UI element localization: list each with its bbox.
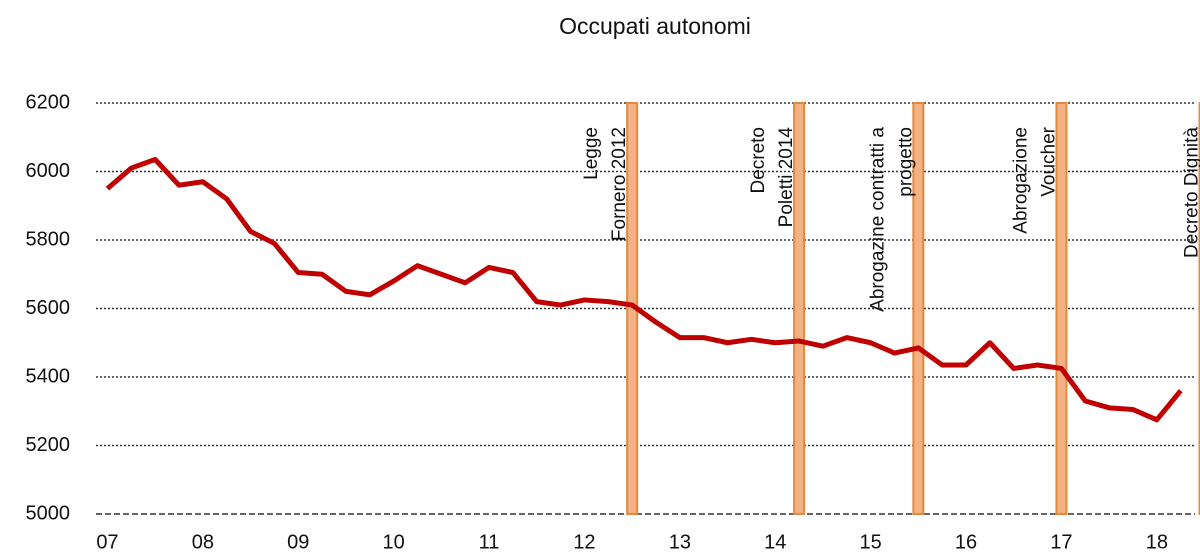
event-line	[793, 102, 806, 515]
event-label: Abrogazione	[1010, 127, 1031, 234]
y-tick-label: 5800	[26, 228, 71, 250]
y-tick-label: 5400	[26, 365, 71, 387]
event-line	[912, 102, 925, 515]
x-tick-label: 12	[573, 531, 595, 553]
event-label: Poletti 2014	[776, 127, 797, 228]
x-tick-label: 09	[287, 531, 309, 553]
data-line	[105, 157, 1183, 423]
x-tick-label: 13	[669, 531, 691, 553]
x-tick-label: 15	[860, 531, 882, 553]
event-label: progetto	[895, 127, 916, 197]
x-tick-label: 16	[955, 531, 977, 553]
chart-title: Occupati autonomi	[559, 13, 751, 39]
x-tick-label: 11	[479, 531, 500, 553]
event-label: Decreto Dignità	[1182, 127, 1200, 258]
y-tick-label: 5600	[26, 297, 71, 319]
event-label: Voucher	[1038, 126, 1059, 196]
x-tick-label: 18	[1146, 531, 1168, 553]
x-tick-label: 14	[764, 531, 786, 553]
y-tick-label: 5000	[26, 502, 71, 524]
y-tick-label: 6200	[26, 91, 71, 113]
event-line	[1055, 102, 1068, 515]
event-label: Fornero 2012	[609, 127, 630, 241]
y-tick-label: 5200	[26, 434, 71, 456]
event-label: Decreto	[748, 127, 769, 194]
y-tick-label: 6000	[26, 160, 71, 182]
event-label: Abrogazine contratti a	[867, 127, 888, 312]
x-tick-label: 17	[1050, 531, 1072, 553]
x-tick-label: 08	[192, 531, 214, 553]
x-tick-label: 07	[96, 531, 118, 553]
event-label: Legge	[581, 127, 602, 180]
x-tick-label: 10	[383, 531, 405, 553]
